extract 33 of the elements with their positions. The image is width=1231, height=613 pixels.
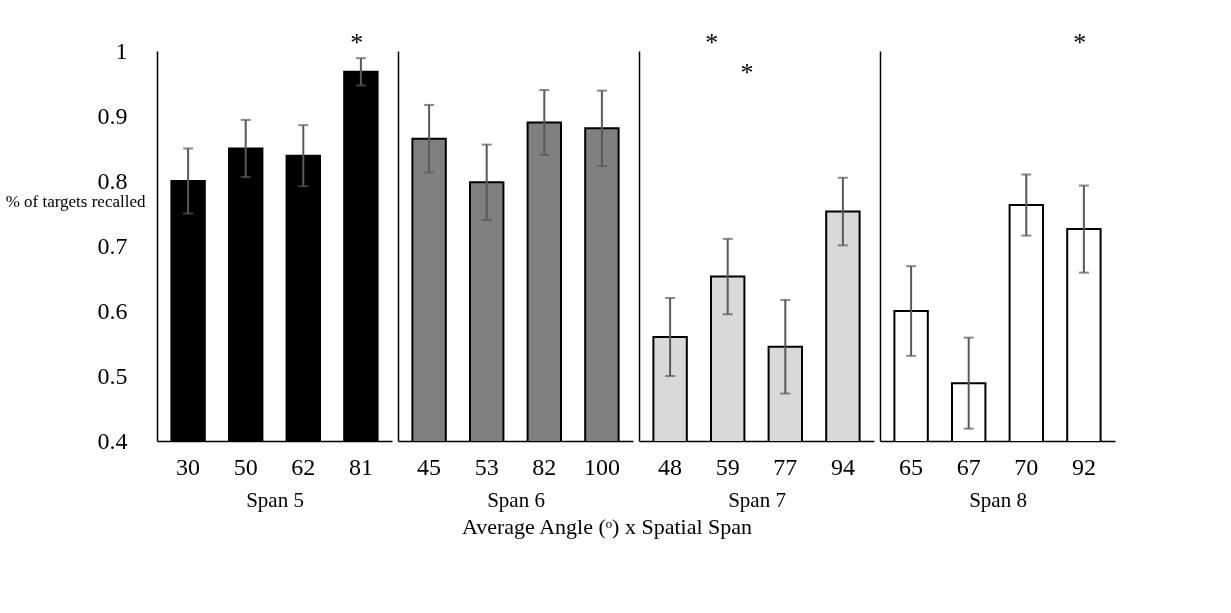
y-tick-label: 0.6 (97, 297, 128, 324)
x-tick-label: 65 (899, 453, 924, 480)
x-tick-label: 70 (1014, 453, 1039, 480)
y-tick-label: 0.5 (97, 362, 128, 389)
x-axis-title: Span 7 (728, 487, 786, 512)
text: Average Angle (ᵒ) x Spatial Span (461, 514, 753, 539)
x-tick-label: 45 (417, 453, 442, 480)
y-tick-label: 0.8 (97, 167, 128, 194)
x-tick-label: 94 (830, 453, 855, 480)
x-axis-title: Span 5 (246, 487, 304, 512)
x-tick-label: 62 (291, 453, 316, 480)
x-tick-label: 100 (583, 453, 620, 480)
x-tick-label: 50 (233, 453, 258, 480)
y-axis-title: % of targets recalled (5, 191, 146, 211)
annotation: * (350, 28, 364, 57)
x-tick-label: 59 (715, 453, 740, 480)
x-tick-label: 48 (658, 453, 683, 480)
x-axis-title: Span 6 (487, 487, 545, 512)
annotation: * (705, 28, 719, 57)
x-tick-label: 30 (176, 453, 201, 480)
x-tick-label: 82 (532, 453, 557, 480)
x-tick-label: 81 (348, 453, 373, 480)
y-tick-label: 1 (115, 37, 128, 64)
x-tick-label: 77 (773, 453, 798, 480)
annotation: * (1073, 28, 1087, 57)
annotation: * (740, 58, 754, 87)
y-tick-label: 0.4 (97, 427, 128, 454)
y-tick-label: 0.9 (97, 102, 128, 129)
x-axis-title: Span 8 (969, 487, 1027, 512)
y-tick-label: 0.7 (97, 232, 128, 259)
x-tick-label: 92 (1071, 453, 1096, 480)
x-tick-label: 67 (956, 453, 981, 480)
x-tick-label: 53 (474, 453, 499, 480)
